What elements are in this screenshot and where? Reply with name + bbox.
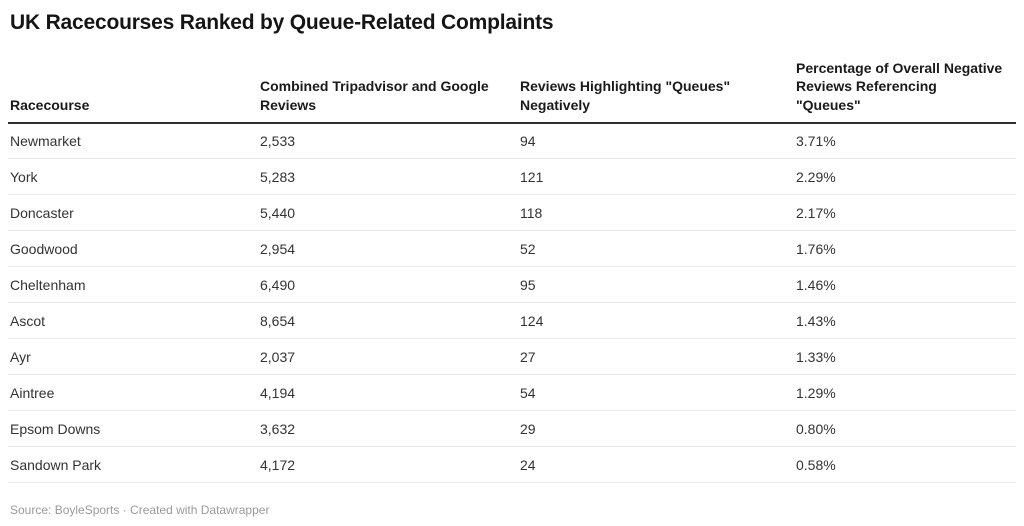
table-row: Ayr 2,037 27 1.33% [8, 338, 1016, 376]
page-title: UK Racecourses Ranked by Queue-Related C… [10, 11, 554, 34]
queue-negative-reviews-cell: 124 [518, 302, 794, 340]
table-row: Goodwood 2,954 52 1.76% [8, 230, 1016, 268]
racecourse-complaints-table: Racecourse Combined Tripadvisor and Googl… [8, 59, 1016, 484]
pct-negative-queues-cell: 3.71% [794, 122, 1016, 160]
table-row: Newmarket 2,533 94 3.71% [8, 122, 1016, 160]
pct-negative-queues-cell: 1.33% [794, 338, 1016, 376]
table-row: Sandown Park 4,172 24 0.58% [8, 446, 1016, 484]
column-header-racecourse: Racecourse [8, 59, 258, 124]
table-row: Ascot 8,654 124 1.43% [8, 302, 1016, 340]
table-row: Cheltenham 6,490 95 1.46% [8, 266, 1016, 304]
queue-negative-reviews-cell: 95 [518, 266, 794, 304]
column-header-pct-negative-queues: Percentage of Overall Negative Reviews R… [794, 59, 1016, 124]
queue-negative-reviews-cell: 121 [518, 158, 794, 196]
pct-negative-queues-cell: 1.43% [794, 302, 1016, 340]
column-header-queue-negative-reviews: Reviews Highlighting "Queues" Negatively [518, 59, 794, 124]
combined-reviews-cell: 5,440 [258, 194, 518, 232]
pct-negative-queues-cell: 1.76% [794, 230, 1016, 268]
table-header: Racecourse Combined Tripadvisor and Googl… [8, 59, 1016, 124]
combined-reviews-cell: 5,283 [258, 158, 518, 196]
racecourse-name-cell: Aintree [8, 374, 258, 412]
queue-negative-reviews-cell: 52 [518, 230, 794, 268]
combined-reviews-cell: 2,533 [258, 122, 518, 160]
queue-negative-reviews-cell: 27 [518, 338, 794, 376]
combined-reviews-cell: 3,632 [258, 410, 518, 448]
table-row: York 5,283 121 2.29% [8, 158, 1016, 196]
racecourse-name-cell: Doncaster [8, 194, 258, 232]
racecourse-name-cell: Newmarket [8, 122, 258, 160]
racecourse-name-cell: Ayr [8, 338, 258, 376]
racecourse-name-cell: Ascot [8, 302, 258, 340]
racecourse-name-cell: Epsom Downs [8, 410, 258, 448]
column-header-combined-reviews: Combined Tripadvisor and Google Reviews [258, 59, 518, 124]
racecourse-name-cell: Sandown Park [8, 446, 258, 484]
queue-negative-reviews-cell: 54 [518, 374, 794, 412]
source-attribution: Source: BoyleSports · Created with Dataw… [10, 503, 270, 518]
combined-reviews-cell: 2,954 [258, 230, 518, 268]
pct-negative-queues-cell: 0.58% [794, 446, 1016, 484]
racecourse-name-cell: Cheltenham [8, 266, 258, 304]
table-row: Doncaster 5,440 118 2.17% [8, 194, 1016, 232]
combined-reviews-cell: 4,194 [258, 374, 518, 412]
combined-reviews-cell: 2,037 [258, 338, 518, 376]
queue-negative-reviews-cell: 29 [518, 410, 794, 448]
queue-negative-reviews-cell: 24 [518, 446, 794, 484]
table-body: Newmarket 2,533 94 3.71% York 5,283 121 2.29% Do… [8, 122, 1016, 484]
queue-negative-reviews-cell: 118 [518, 194, 794, 232]
table-row: Epsom Downs 3,632 29 0.80% [8, 410, 1016, 448]
pct-negative-queues-cell: 2.29% [794, 158, 1016, 196]
racecourse-name-cell: Goodwood [8, 230, 258, 268]
pct-negative-queues-cell: 2.17% [794, 194, 1016, 232]
table-header-row: Racecourse Combined Tripadvisor and Googl… [8, 59, 1016, 124]
racecourse-name-cell: York [8, 158, 258, 196]
queue-negative-reviews-cell: 94 [518, 122, 794, 160]
combined-reviews-cell: 8,654 [258, 302, 518, 340]
pct-negative-queues-cell: 1.29% [794, 374, 1016, 412]
combined-reviews-cell: 4,172 [258, 446, 518, 484]
combined-reviews-cell: 6,490 [258, 266, 518, 304]
pct-negative-queues-cell: 1.46% [794, 266, 1016, 304]
pct-negative-queues-cell: 0.80% [794, 410, 1016, 448]
table-row: Aintree 4,194 54 1.29% [8, 374, 1016, 412]
